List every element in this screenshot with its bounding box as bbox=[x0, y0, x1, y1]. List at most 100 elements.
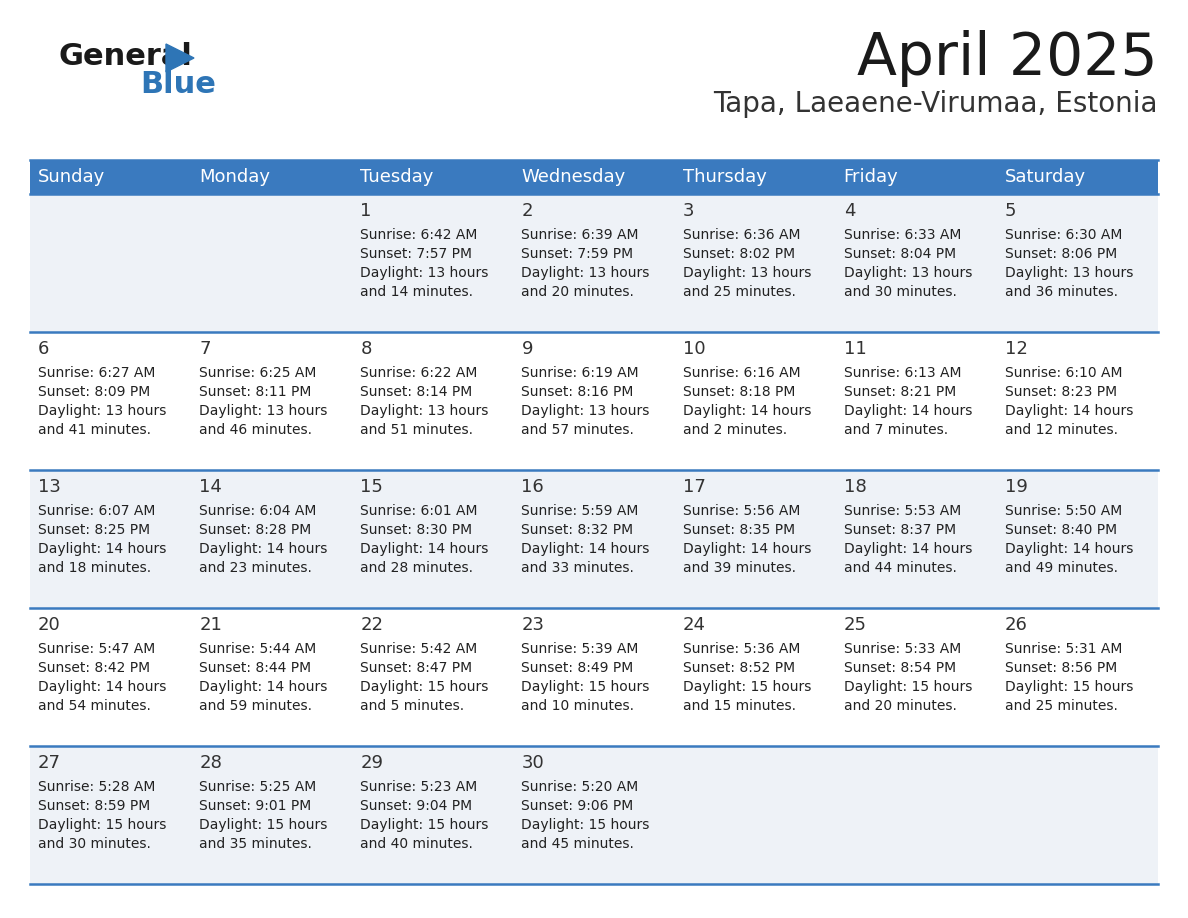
Text: 27: 27 bbox=[38, 754, 61, 772]
Text: Sunset: 8:09 PM: Sunset: 8:09 PM bbox=[38, 385, 150, 399]
Text: Sunrise: 6:25 AM: Sunrise: 6:25 AM bbox=[200, 366, 316, 380]
Text: Sunset: 8:42 PM: Sunset: 8:42 PM bbox=[38, 661, 150, 675]
Text: 23: 23 bbox=[522, 616, 544, 634]
Text: 3: 3 bbox=[683, 202, 694, 220]
Text: 2: 2 bbox=[522, 202, 533, 220]
Text: Sunrise: 6:36 AM: Sunrise: 6:36 AM bbox=[683, 228, 800, 242]
Text: and 39 minutes.: and 39 minutes. bbox=[683, 561, 796, 575]
Text: Daylight: 15 hours: Daylight: 15 hours bbox=[522, 818, 650, 832]
Text: 9: 9 bbox=[522, 340, 533, 358]
Text: Daylight: 13 hours: Daylight: 13 hours bbox=[360, 266, 488, 280]
Text: Sunset: 8:16 PM: Sunset: 8:16 PM bbox=[522, 385, 634, 399]
Text: Sunset: 8:23 PM: Sunset: 8:23 PM bbox=[1005, 385, 1117, 399]
Text: Sunrise: 6:10 AM: Sunrise: 6:10 AM bbox=[1005, 366, 1123, 380]
Text: Sunset: 8:35 PM: Sunset: 8:35 PM bbox=[683, 523, 795, 537]
Text: Sunset: 9:04 PM: Sunset: 9:04 PM bbox=[360, 799, 473, 813]
Text: and 18 minutes.: and 18 minutes. bbox=[38, 561, 151, 575]
Text: Daylight: 14 hours: Daylight: 14 hours bbox=[843, 542, 972, 556]
Text: Sunrise: 5:33 AM: Sunrise: 5:33 AM bbox=[843, 642, 961, 656]
Text: Daylight: 15 hours: Daylight: 15 hours bbox=[522, 680, 650, 694]
Bar bbox=[30, 470, 1158, 608]
Text: April 2025: April 2025 bbox=[858, 30, 1158, 87]
Text: Sunset: 8:40 PM: Sunset: 8:40 PM bbox=[1005, 523, 1117, 537]
Text: Friday: Friday bbox=[843, 168, 898, 186]
Text: and 49 minutes.: and 49 minutes. bbox=[1005, 561, 1118, 575]
Text: Sunrise: 5:36 AM: Sunrise: 5:36 AM bbox=[683, 642, 800, 656]
Text: Sunset: 8:56 PM: Sunset: 8:56 PM bbox=[1005, 661, 1117, 675]
Text: and 30 minutes.: and 30 minutes. bbox=[843, 285, 956, 299]
Text: Daylight: 14 hours: Daylight: 14 hours bbox=[200, 542, 328, 556]
Text: and 51 minutes.: and 51 minutes. bbox=[360, 423, 473, 437]
Text: Sunrise: 6:01 AM: Sunrise: 6:01 AM bbox=[360, 504, 478, 518]
Text: Sunrise: 6:04 AM: Sunrise: 6:04 AM bbox=[200, 504, 316, 518]
Text: and 25 minutes.: and 25 minutes. bbox=[683, 285, 796, 299]
Text: Sunset: 8:37 PM: Sunset: 8:37 PM bbox=[843, 523, 956, 537]
Text: Daylight: 15 hours: Daylight: 15 hours bbox=[360, 818, 488, 832]
Text: Sunset: 7:57 PM: Sunset: 7:57 PM bbox=[360, 247, 473, 261]
Text: 11: 11 bbox=[843, 340, 866, 358]
Text: Sunrise: 6:13 AM: Sunrise: 6:13 AM bbox=[843, 366, 961, 380]
Text: 24: 24 bbox=[683, 616, 706, 634]
Text: Wednesday: Wednesday bbox=[522, 168, 626, 186]
Bar bbox=[353, 160, 513, 194]
Text: Sunrise: 5:50 AM: Sunrise: 5:50 AM bbox=[1005, 504, 1123, 518]
Text: and 7 minutes.: and 7 minutes. bbox=[843, 423, 948, 437]
Text: and 12 minutes.: and 12 minutes. bbox=[1005, 423, 1118, 437]
Text: Sunset: 8:54 PM: Sunset: 8:54 PM bbox=[843, 661, 956, 675]
Text: Sunset: 8:49 PM: Sunset: 8:49 PM bbox=[522, 661, 633, 675]
Text: 14: 14 bbox=[200, 478, 222, 496]
Text: 19: 19 bbox=[1005, 478, 1028, 496]
Text: Sunset: 8:25 PM: Sunset: 8:25 PM bbox=[38, 523, 150, 537]
Text: Sunset: 8:30 PM: Sunset: 8:30 PM bbox=[360, 523, 473, 537]
Text: Daylight: 14 hours: Daylight: 14 hours bbox=[38, 680, 166, 694]
Text: Sunrise: 5:20 AM: Sunrise: 5:20 AM bbox=[522, 780, 639, 794]
Text: Daylight: 14 hours: Daylight: 14 hours bbox=[1005, 542, 1133, 556]
Text: Daylight: 15 hours: Daylight: 15 hours bbox=[200, 818, 328, 832]
Text: and 15 minutes.: and 15 minutes. bbox=[683, 699, 796, 713]
Text: Sunset: 8:47 PM: Sunset: 8:47 PM bbox=[360, 661, 473, 675]
Text: Blue: Blue bbox=[140, 70, 216, 99]
Text: and 14 minutes.: and 14 minutes. bbox=[360, 285, 473, 299]
Text: and 20 minutes.: and 20 minutes. bbox=[522, 285, 634, 299]
Text: and 5 minutes.: and 5 minutes. bbox=[360, 699, 465, 713]
Text: 22: 22 bbox=[360, 616, 384, 634]
Text: 8: 8 bbox=[360, 340, 372, 358]
Text: Sunset: 8:28 PM: Sunset: 8:28 PM bbox=[200, 523, 311, 537]
Text: Sunset: 8:11 PM: Sunset: 8:11 PM bbox=[200, 385, 311, 399]
Bar bbox=[835, 160, 997, 194]
Text: Sunset: 8:52 PM: Sunset: 8:52 PM bbox=[683, 661, 795, 675]
Bar bbox=[675, 160, 835, 194]
Text: Sunset: 8:02 PM: Sunset: 8:02 PM bbox=[683, 247, 795, 261]
Text: Daylight: 13 hours: Daylight: 13 hours bbox=[38, 404, 166, 418]
Bar bbox=[191, 160, 353, 194]
Text: Daylight: 13 hours: Daylight: 13 hours bbox=[843, 266, 972, 280]
Text: 4: 4 bbox=[843, 202, 855, 220]
Text: and 44 minutes.: and 44 minutes. bbox=[843, 561, 956, 575]
Text: Sunrise: 6:19 AM: Sunrise: 6:19 AM bbox=[522, 366, 639, 380]
Text: Sunset: 8:44 PM: Sunset: 8:44 PM bbox=[200, 661, 311, 675]
Text: Sunrise: 6:07 AM: Sunrise: 6:07 AM bbox=[38, 504, 156, 518]
Text: Thursday: Thursday bbox=[683, 168, 766, 186]
Text: Sunrise: 6:22 AM: Sunrise: 6:22 AM bbox=[360, 366, 478, 380]
Bar bbox=[997, 160, 1158, 194]
Text: and 20 minutes.: and 20 minutes. bbox=[843, 699, 956, 713]
Text: Sunrise: 5:47 AM: Sunrise: 5:47 AM bbox=[38, 642, 156, 656]
Text: and 46 minutes.: and 46 minutes. bbox=[200, 423, 312, 437]
Text: 16: 16 bbox=[522, 478, 544, 496]
Text: 17: 17 bbox=[683, 478, 706, 496]
Text: Sunset: 8:06 PM: Sunset: 8:06 PM bbox=[1005, 247, 1117, 261]
Text: Sunset: 9:06 PM: Sunset: 9:06 PM bbox=[522, 799, 633, 813]
Text: Sunrise: 5:39 AM: Sunrise: 5:39 AM bbox=[522, 642, 639, 656]
Text: Daylight: 14 hours: Daylight: 14 hours bbox=[1005, 404, 1133, 418]
Text: Sunset: 8:59 PM: Sunset: 8:59 PM bbox=[38, 799, 150, 813]
Bar bbox=[30, 608, 1158, 746]
Text: Sunrise: 6:27 AM: Sunrise: 6:27 AM bbox=[38, 366, 156, 380]
Text: 10: 10 bbox=[683, 340, 706, 358]
Text: 25: 25 bbox=[843, 616, 867, 634]
Text: 26: 26 bbox=[1005, 616, 1028, 634]
Text: Sunrise: 5:28 AM: Sunrise: 5:28 AM bbox=[38, 780, 156, 794]
Text: 5: 5 bbox=[1005, 202, 1017, 220]
Text: and 2 minutes.: and 2 minutes. bbox=[683, 423, 786, 437]
Text: 6: 6 bbox=[38, 340, 50, 358]
Text: Daylight: 15 hours: Daylight: 15 hours bbox=[683, 680, 811, 694]
